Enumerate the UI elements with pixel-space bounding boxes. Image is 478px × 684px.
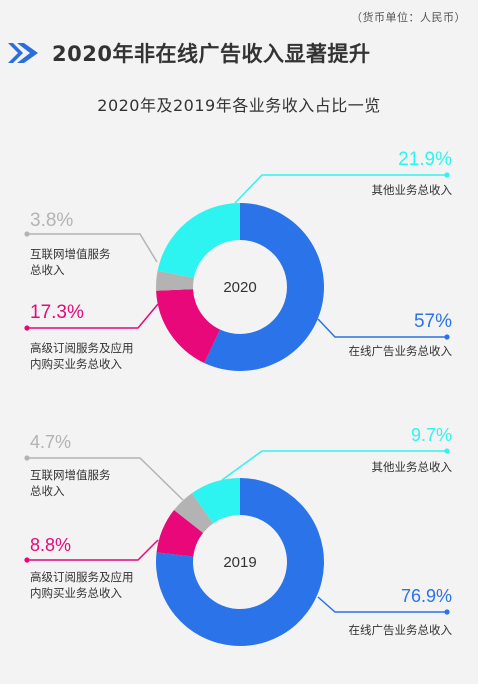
leader-dot-subscription-2020 [24, 325, 30, 331]
leader-line-subscription-2019 [27, 539, 159, 561]
leader-line-subscription-2020 [27, 303, 159, 329]
double-arrow-icon [8, 43, 38, 63]
page-header: 2020年非在线广告收入显著提升 [8, 38, 370, 68]
value-label-value-added-2019: 4.7% [30, 432, 71, 452]
category-label-value-added-2020-line1: 互联网增值服务 [30, 247, 111, 261]
value-label-other-2020: 21.9% [398, 149, 452, 170]
category-label-value-added-2019-line1: 互联网增值服务 [30, 468, 111, 482]
donut-slice-online-ads-2019 [155, 478, 324, 646]
value-label-subscription-2020: 17.3% [30, 302, 84, 323]
leader-dot-other-2020 [444, 172, 450, 178]
donut-slice-subscription-2019 [156, 510, 204, 557]
leader-line-online-ads-2020 [317, 318, 447, 338]
leader-dot-online-ads-2019 [444, 609, 450, 615]
leader-dot-subscription-2019 [24, 557, 30, 563]
value-label-value-added-2020: 3.8% [30, 210, 73, 231]
leader-dot-other-2019 [444, 448, 450, 454]
category-label-subscription-2019-line1: 高级订阅服务及应用 [30, 570, 134, 584]
leader-dot-online-ads-2020 [444, 334, 450, 340]
category-label-subscription-2020-line1: 高级订阅服务及应用 [30, 341, 134, 355]
leader-dot-value-added-2019 [24, 455, 30, 461]
donut-hole-2019 [193, 515, 287, 609]
page-title: 2020年非在线广告收入显著提升 [52, 42, 371, 66]
leader-line-value-added-2019 [27, 457, 184, 501]
value-label-online-ads-2019: 76.9% [401, 586, 452, 606]
value-label-online-ads-2020: 57% [414, 311, 452, 332]
donut-slice-other-2020 [157, 203, 240, 278]
category-label-other-2020: 其他业务总收入 [372, 183, 453, 197]
leader-line-other-2020 [234, 174, 447, 204]
value-label-subscription-2019: 8.8% [30, 535, 71, 555]
donut-slice-value-added-2019 [173, 493, 214, 533]
category-label-value-added-2019-line2: 总收入 [30, 484, 65, 498]
donut-slice-value-added-2020 [156, 270, 194, 291]
category-label-subscription-2019-line2: 内购买业务总收入 [30, 586, 122, 600]
category-label-subscription-2020-line2: 内购买业务总收入 [30, 357, 122, 371]
leader-line-value-added-2020 [27, 233, 158, 263]
donut-center-label-2020: 2020 [223, 279, 256, 296]
donut-slice-other-2019 [191, 478, 240, 524]
donut-slice-subscription-2020 [156, 289, 220, 364]
currency-unit-note: （货币单位：人民币） [351, 11, 466, 24]
category-label-value-added-2020-line2: 总收入 [30, 263, 65, 277]
category-label-online-ads-2019: 在线广告业务总收入 [349, 623, 453, 637]
chart-subtitle: 2020年及2019年各业务收入占比一览 [97, 96, 381, 115]
leader-line-online-ads-2019 [317, 596, 447, 613]
category-label-other-2019: 其他业务总收入 [372, 460, 453, 474]
leader-dot-value-added-2020 [24, 231, 30, 237]
value-label-other-2019: 9.7% [411, 425, 452, 445]
donut-slice-online-ads-2020 [204, 203, 325, 371]
donut-center-label-2019: 2019 [223, 554, 256, 571]
category-label-online-ads-2020: 在线广告业务总收入 [349, 344, 453, 358]
donut-hole-2020 [193, 240, 287, 334]
leader-line-other-2019 [221, 450, 447, 481]
